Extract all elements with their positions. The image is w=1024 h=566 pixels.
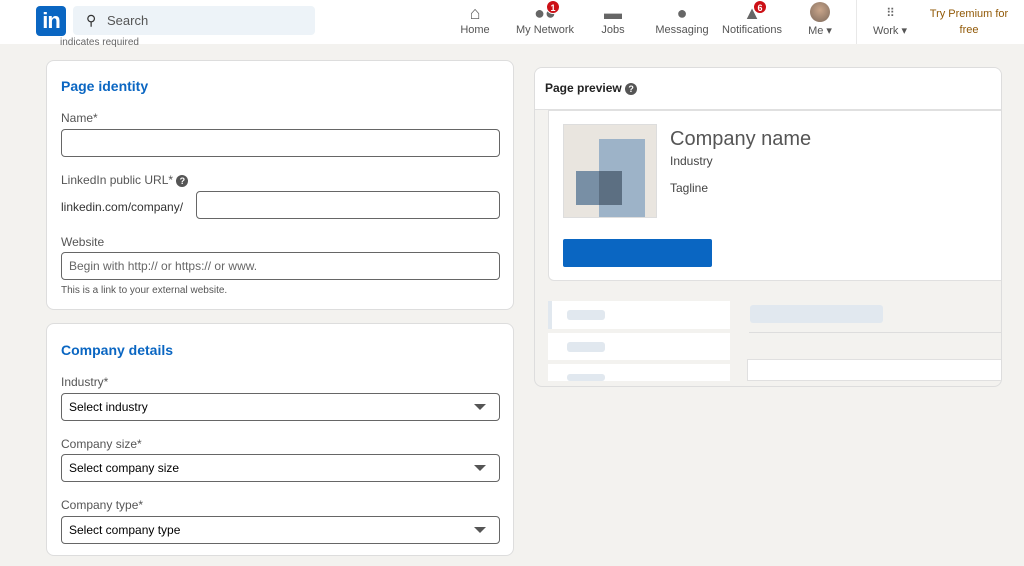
nav-my-network[interactable]: ●● 1 My Network (512, 0, 578, 36)
nav-work[interactable]: ⠿ Work ▾ (868, 2, 912, 37)
search-input[interactable]: ⚲ Search (73, 6, 315, 35)
website-label: Website (61, 235, 105, 249)
network-icon: ●● 1 (512, 0, 578, 24)
company-type-select[interactable]: Select company type (61, 516, 500, 544)
help-icon[interactable]: ? (625, 82, 638, 95)
placeholder-heading (750, 305, 883, 323)
caret-down-icon (474, 527, 486, 533)
top-nav: in ⚲ Search ⌂ Home ●● 1 My Network ▬ Jobs ● Me… (0, 0, 1024, 44)
divider (749, 332, 1001, 333)
placeholder-nav-item (548, 301, 730, 329)
caret-down-icon (474, 465, 486, 471)
search-icon: ⚲ (86, 12, 97, 28)
network-badge: 1 (546, 0, 560, 14)
nav-me[interactable]: Me ▾ (800, 2, 840, 37)
url-label: LinkedIn public URL* ? (61, 173, 189, 187)
nav-notifications[interactable]: ▲ 6 Notifications (718, 0, 786, 36)
url-prefix: linkedin.com/company/ (61, 200, 184, 214)
industry-select[interactable]: Select industry (61, 393, 500, 421)
nav-label: Notifications (722, 24, 782, 36)
nav-label: Me (808, 25, 824, 37)
preview-title: Page preview ? (545, 81, 638, 95)
try-premium-link[interactable]: Try Premium for free (929, 8, 1009, 36)
size-label: Company size* (61, 437, 142, 451)
required-note: indicates required (60, 37, 139, 48)
page-preview-card: Page preview ? Company name Industry Tag… (534, 67, 1002, 387)
company-logo-placeholder (563, 124, 657, 218)
caret-down-icon (474, 404, 486, 410)
bell-icon: ▲ 6 (718, 0, 786, 24)
preview-header: Page preview ? (535, 68, 1001, 110)
placeholder-nav-item (548, 333, 730, 360)
nav-label: Work (872, 25, 899, 37)
nav-label: Home (460, 24, 490, 36)
notifications-badge: 6 (753, 0, 767, 14)
name-label: Name* (61, 111, 98, 125)
nav-label: Jobs (601, 24, 625, 36)
avatar (810, 2, 830, 22)
tagline-text: Tagline (670, 181, 709, 195)
website-hint: This is a link to your external website. (61, 285, 228, 296)
help-icon[interactable]: ? (176, 174, 189, 187)
nav-messaging[interactable]: ● Messaging (652, 2, 712, 36)
nav-home[interactable]: ⌂ Home (455, 2, 495, 36)
select-value: Select company type (69, 523, 181, 537)
company-name: Company name (670, 128, 812, 150)
industry-label: Industry* (61, 375, 109, 389)
website-input[interactable]: Begin with http:// or https:// or www. (61, 252, 500, 280)
nav-label: Messaging (655, 24, 709, 36)
grid-icon: ⠿ (886, 6, 895, 20)
section-title: Company details (61, 342, 174, 358)
section-title: Page identity (61, 78, 149, 94)
company-size-select[interactable]: Select company size (61, 454, 500, 482)
page-identity-card: Page identity Name* LinkedIn public URL*… (46, 60, 514, 310)
preview-company-card: Company name Industry Tagline (548, 110, 1001, 281)
url-input[interactable] (196, 191, 500, 219)
type-label: Company type* (61, 498, 144, 512)
name-input[interactable] (61, 129, 500, 157)
nav-jobs[interactable]: ▬ Jobs (593, 2, 633, 36)
follow-button-placeholder (563, 239, 712, 267)
divider (856, 0, 857, 44)
company-details-card: Company details Industry* Select industr… (46, 323, 514, 556)
select-value: Select industry (69, 400, 148, 414)
search-placeholder: Search (107, 13, 149, 28)
placeholder-nav-item (548, 364, 730, 381)
placeholder-content (747, 359, 1001, 381)
preview-title-text: Page preview (545, 81, 622, 95)
select-value: Select company size (69, 461, 180, 475)
url-label-text: LinkedIn public URL* (61, 173, 174, 187)
home-icon: ⌂ (469, 3, 481, 23)
industry-text: Industry (670, 154, 713, 168)
linkedin-logo[interactable]: in (36, 6, 66, 36)
briefcase-icon: ▬ (604, 3, 622, 23)
nav-label: My Network (515, 24, 575, 36)
message-icon: ● (676, 3, 688, 23)
